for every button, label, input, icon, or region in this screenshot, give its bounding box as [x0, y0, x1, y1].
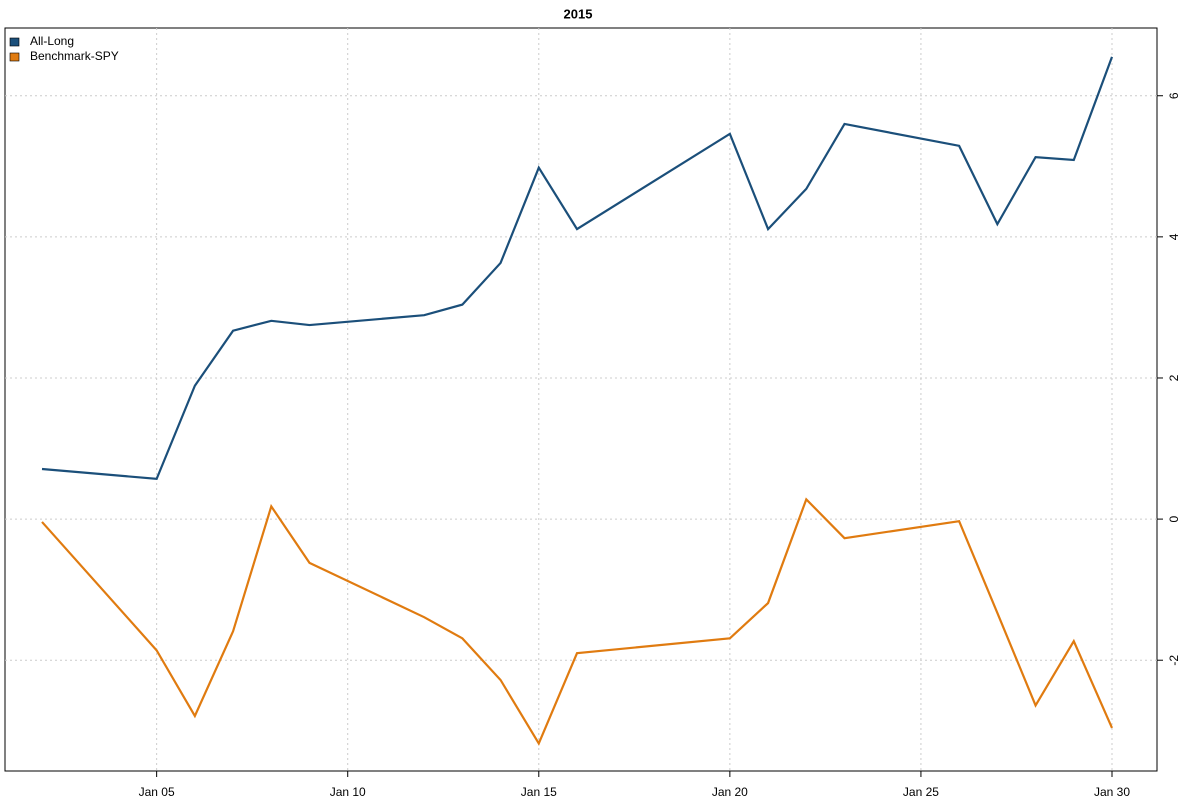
y-tick-label: 4 — [1167, 233, 1181, 240]
x-tick-label: Jan 10 — [330, 785, 366, 799]
y-tick-label: -2 — [1167, 655, 1181, 666]
x-tick-label: Jan 30 — [1094, 785, 1130, 799]
legend-swatch — [9, 52, 20, 62]
y-tick-label: 2 — [1167, 374, 1181, 381]
legend-label: All-Long — [30, 34, 74, 48]
x-tick-label: Jan 25 — [903, 785, 939, 799]
x-tick-label: Jan 20 — [712, 785, 748, 799]
series-line — [41, 56, 1114, 481]
x-tick-label: Jan 05 — [139, 785, 175, 799]
plot-frame — [4, 27, 1158, 772]
series-line — [41, 497, 1114, 746]
y-tick-label: 6 — [1167, 92, 1181, 99]
legend-label: Benchmark-SPY — [30, 49, 119, 63]
chart-title: 2015 — [564, 6, 593, 21]
legend-swatch — [9, 37, 20, 47]
x-tick-label: Jan 15 — [521, 785, 557, 799]
y-tick-label: 0 — [1167, 515, 1181, 522]
